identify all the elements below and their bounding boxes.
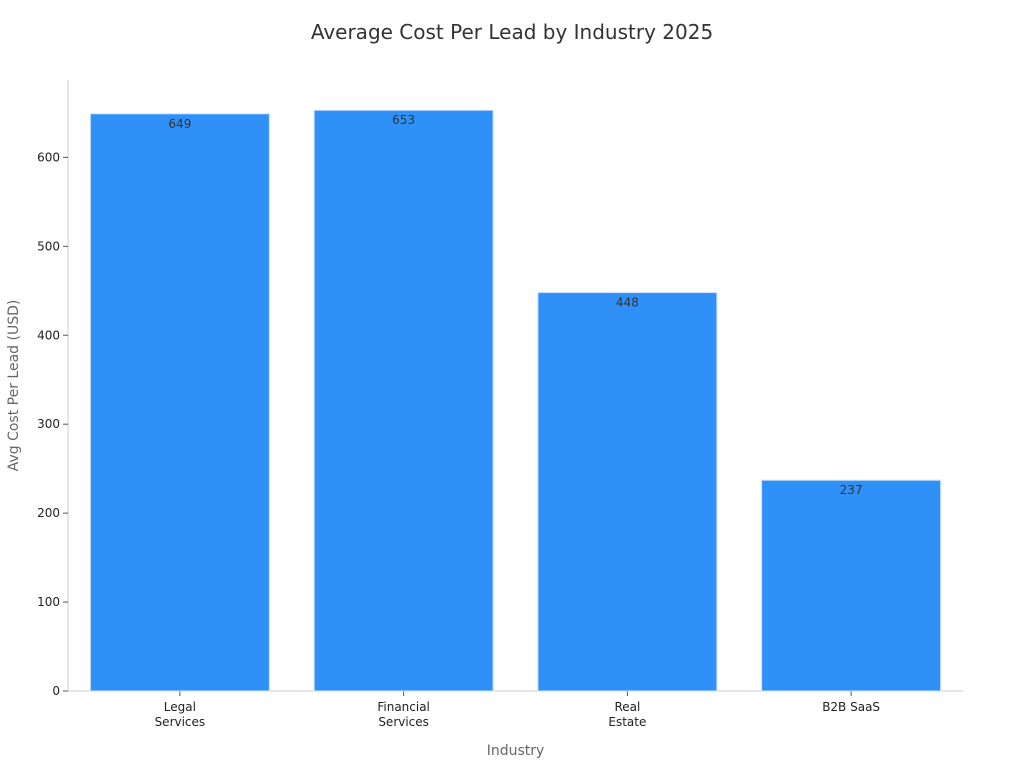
bar xyxy=(537,292,718,692)
chart-title: Average Cost Per Lead by Industry 2025 xyxy=(310,20,714,44)
x-tick-label: Legal xyxy=(164,700,196,714)
y-tick-label: 0 xyxy=(52,684,60,698)
data-label: 448 xyxy=(616,296,639,310)
x-tick-label: Financial xyxy=(377,700,430,714)
y-axis-title: Avg Cost Per Lead (USD) xyxy=(6,300,22,472)
x-tick-label: Services xyxy=(155,715,206,729)
bar xyxy=(313,109,494,692)
data-label: 649 xyxy=(168,117,191,131)
bar xyxy=(761,479,942,692)
data-label: 237 xyxy=(840,483,863,497)
labels-layer: 649LegalServices653FinancialServices448R… xyxy=(155,113,880,729)
y-tick-label: 200 xyxy=(37,506,60,520)
bars-layer xyxy=(89,109,942,692)
data-label: 653 xyxy=(392,113,415,127)
x-tick-label: B2B SaaS xyxy=(822,700,880,714)
y-tick-label: 100 xyxy=(37,595,60,609)
x-tick-label: Services xyxy=(378,715,429,729)
y-tick-label: 600 xyxy=(37,150,60,164)
y-tick-label: 400 xyxy=(37,328,60,342)
x-tick-label: Real xyxy=(614,700,640,714)
bar xyxy=(89,113,270,692)
x-tick-label: Estate xyxy=(608,715,646,729)
x-axis-title: Industry xyxy=(487,743,545,759)
y-tick-label: 500 xyxy=(37,239,60,253)
y-tick-label: 300 xyxy=(37,417,60,431)
